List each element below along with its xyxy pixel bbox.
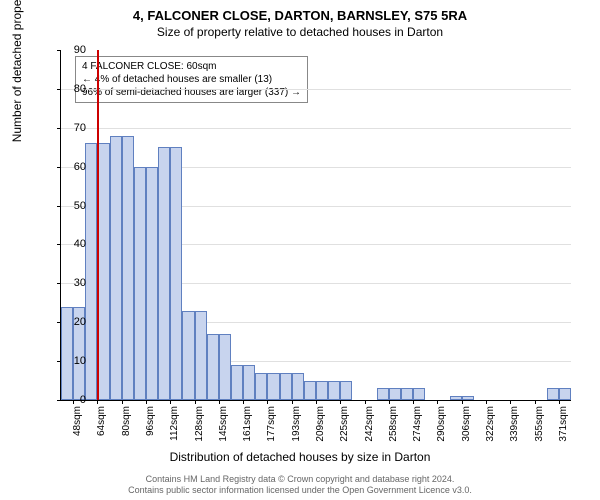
xtick-label: 242sqm bbox=[364, 406, 375, 446]
ytick-label: 40 bbox=[56, 238, 86, 250]
xtick-mark bbox=[389, 400, 390, 404]
annotation-line-2: ← 4% of detached houses are smaller (13) bbox=[82, 73, 301, 86]
histogram-bar bbox=[207, 334, 219, 400]
histogram-bar bbox=[182, 311, 194, 400]
ytick-label: 0 bbox=[56, 394, 86, 406]
histogram-bar bbox=[255, 373, 267, 400]
chart-plot-area: 4 FALCONER CLOSE: 60sqm ← 4% of detached… bbox=[60, 50, 571, 401]
histogram-bar bbox=[340, 381, 352, 400]
xtick-mark bbox=[292, 400, 293, 404]
xtick-mark bbox=[97, 400, 98, 404]
xtick-mark bbox=[365, 400, 366, 404]
ytick-label: 90 bbox=[56, 44, 86, 56]
xtick-label: 112sqm bbox=[169, 406, 180, 446]
histogram-bar bbox=[146, 167, 158, 400]
xtick-mark bbox=[510, 400, 511, 404]
chart-subtitle: Size of property relative to detached ho… bbox=[0, 23, 600, 39]
xtick-label: 161sqm bbox=[242, 406, 253, 446]
annotation-box: 4 FALCONER CLOSE: 60sqm ← 4% of detached… bbox=[75, 56, 308, 103]
xtick-label: 80sqm bbox=[121, 406, 132, 446]
xtick-label: 193sqm bbox=[291, 406, 302, 446]
histogram-bar bbox=[377, 388, 389, 400]
histogram-bar bbox=[134, 167, 146, 400]
xtick-mark bbox=[146, 400, 147, 404]
xtick-label: 48sqm bbox=[72, 406, 83, 446]
histogram-bar bbox=[304, 381, 316, 400]
xtick-mark bbox=[413, 400, 414, 404]
histogram-bar bbox=[389, 388, 401, 400]
xtick-label: 290sqm bbox=[436, 406, 447, 446]
histogram-bar bbox=[231, 365, 243, 400]
xtick-label: 355sqm bbox=[534, 406, 545, 446]
histogram-bar bbox=[292, 373, 304, 400]
xtick-mark bbox=[437, 400, 438, 404]
y-axis-label: Number of detached properties bbox=[10, 0, 24, 142]
histogram-bar bbox=[450, 396, 462, 400]
ytick-label: 50 bbox=[56, 200, 86, 212]
histogram-bar bbox=[267, 373, 279, 400]
xtick-label: 322sqm bbox=[485, 406, 496, 446]
footer-line-1: Contains HM Land Registry data © Crown c… bbox=[0, 474, 600, 485]
gridline bbox=[61, 128, 571, 129]
xtick-label: 258sqm bbox=[388, 406, 399, 446]
histogram-bar bbox=[195, 311, 207, 400]
histogram-bar bbox=[462, 396, 474, 400]
xtick-mark bbox=[267, 400, 268, 404]
histogram-bar bbox=[170, 147, 182, 400]
xtick-label: 371sqm bbox=[558, 406, 569, 446]
footer-attribution: Contains HM Land Registry data © Crown c… bbox=[0, 474, 600, 496]
xtick-label: 306sqm bbox=[461, 406, 472, 446]
xtick-mark bbox=[535, 400, 536, 404]
ytick-label: 20 bbox=[56, 316, 86, 328]
xtick-mark bbox=[195, 400, 196, 404]
histogram-bar bbox=[85, 143, 97, 400]
xtick-mark bbox=[559, 400, 560, 404]
xtick-label: 96sqm bbox=[145, 406, 156, 446]
histogram-bar bbox=[559, 388, 571, 400]
histogram-bar bbox=[401, 388, 413, 400]
xtick-mark bbox=[170, 400, 171, 404]
gridline bbox=[61, 89, 571, 90]
ytick-label: 70 bbox=[56, 122, 86, 134]
xtick-mark bbox=[462, 400, 463, 404]
xtick-label: 339sqm bbox=[509, 406, 520, 446]
histogram-bar bbox=[316, 381, 328, 400]
histogram-bar bbox=[547, 388, 559, 400]
xtick-label: 177sqm bbox=[266, 406, 277, 446]
histogram-bar bbox=[219, 334, 231, 400]
ytick-label: 10 bbox=[56, 355, 86, 367]
xtick-label: 145sqm bbox=[218, 406, 229, 446]
xtick-mark bbox=[243, 400, 244, 404]
histogram-bar bbox=[110, 136, 122, 400]
chart-title: 4, FALCONER CLOSE, DARTON, BARNSLEY, S75… bbox=[0, 0, 600, 23]
footer-line-2: Contains public sector information licen… bbox=[0, 485, 600, 496]
x-axis-label: Distribution of detached houses by size … bbox=[0, 450, 600, 464]
xtick-label: 64sqm bbox=[96, 406, 107, 446]
xtick-mark bbox=[122, 400, 123, 404]
annotation-line-1: 4 FALCONER CLOSE: 60sqm bbox=[82, 60, 301, 73]
xtick-label: 274sqm bbox=[412, 406, 423, 446]
xtick-label: 225sqm bbox=[339, 406, 350, 446]
xtick-label: 128sqm bbox=[194, 406, 205, 446]
histogram-bar bbox=[122, 136, 134, 400]
reference-line bbox=[97, 50, 99, 400]
xtick-label: 209sqm bbox=[315, 406, 326, 446]
histogram-bar bbox=[280, 373, 292, 400]
histogram-bar bbox=[158, 147, 170, 400]
xtick-mark bbox=[486, 400, 487, 404]
ytick-label: 30 bbox=[56, 277, 86, 289]
histogram-bar bbox=[328, 381, 340, 400]
histogram-bar bbox=[243, 365, 255, 400]
histogram-bar bbox=[413, 388, 425, 400]
xtick-mark bbox=[340, 400, 341, 404]
ytick-label: 60 bbox=[56, 161, 86, 173]
xtick-mark bbox=[219, 400, 220, 404]
xtick-mark bbox=[316, 400, 317, 404]
ytick-label: 80 bbox=[56, 83, 86, 95]
